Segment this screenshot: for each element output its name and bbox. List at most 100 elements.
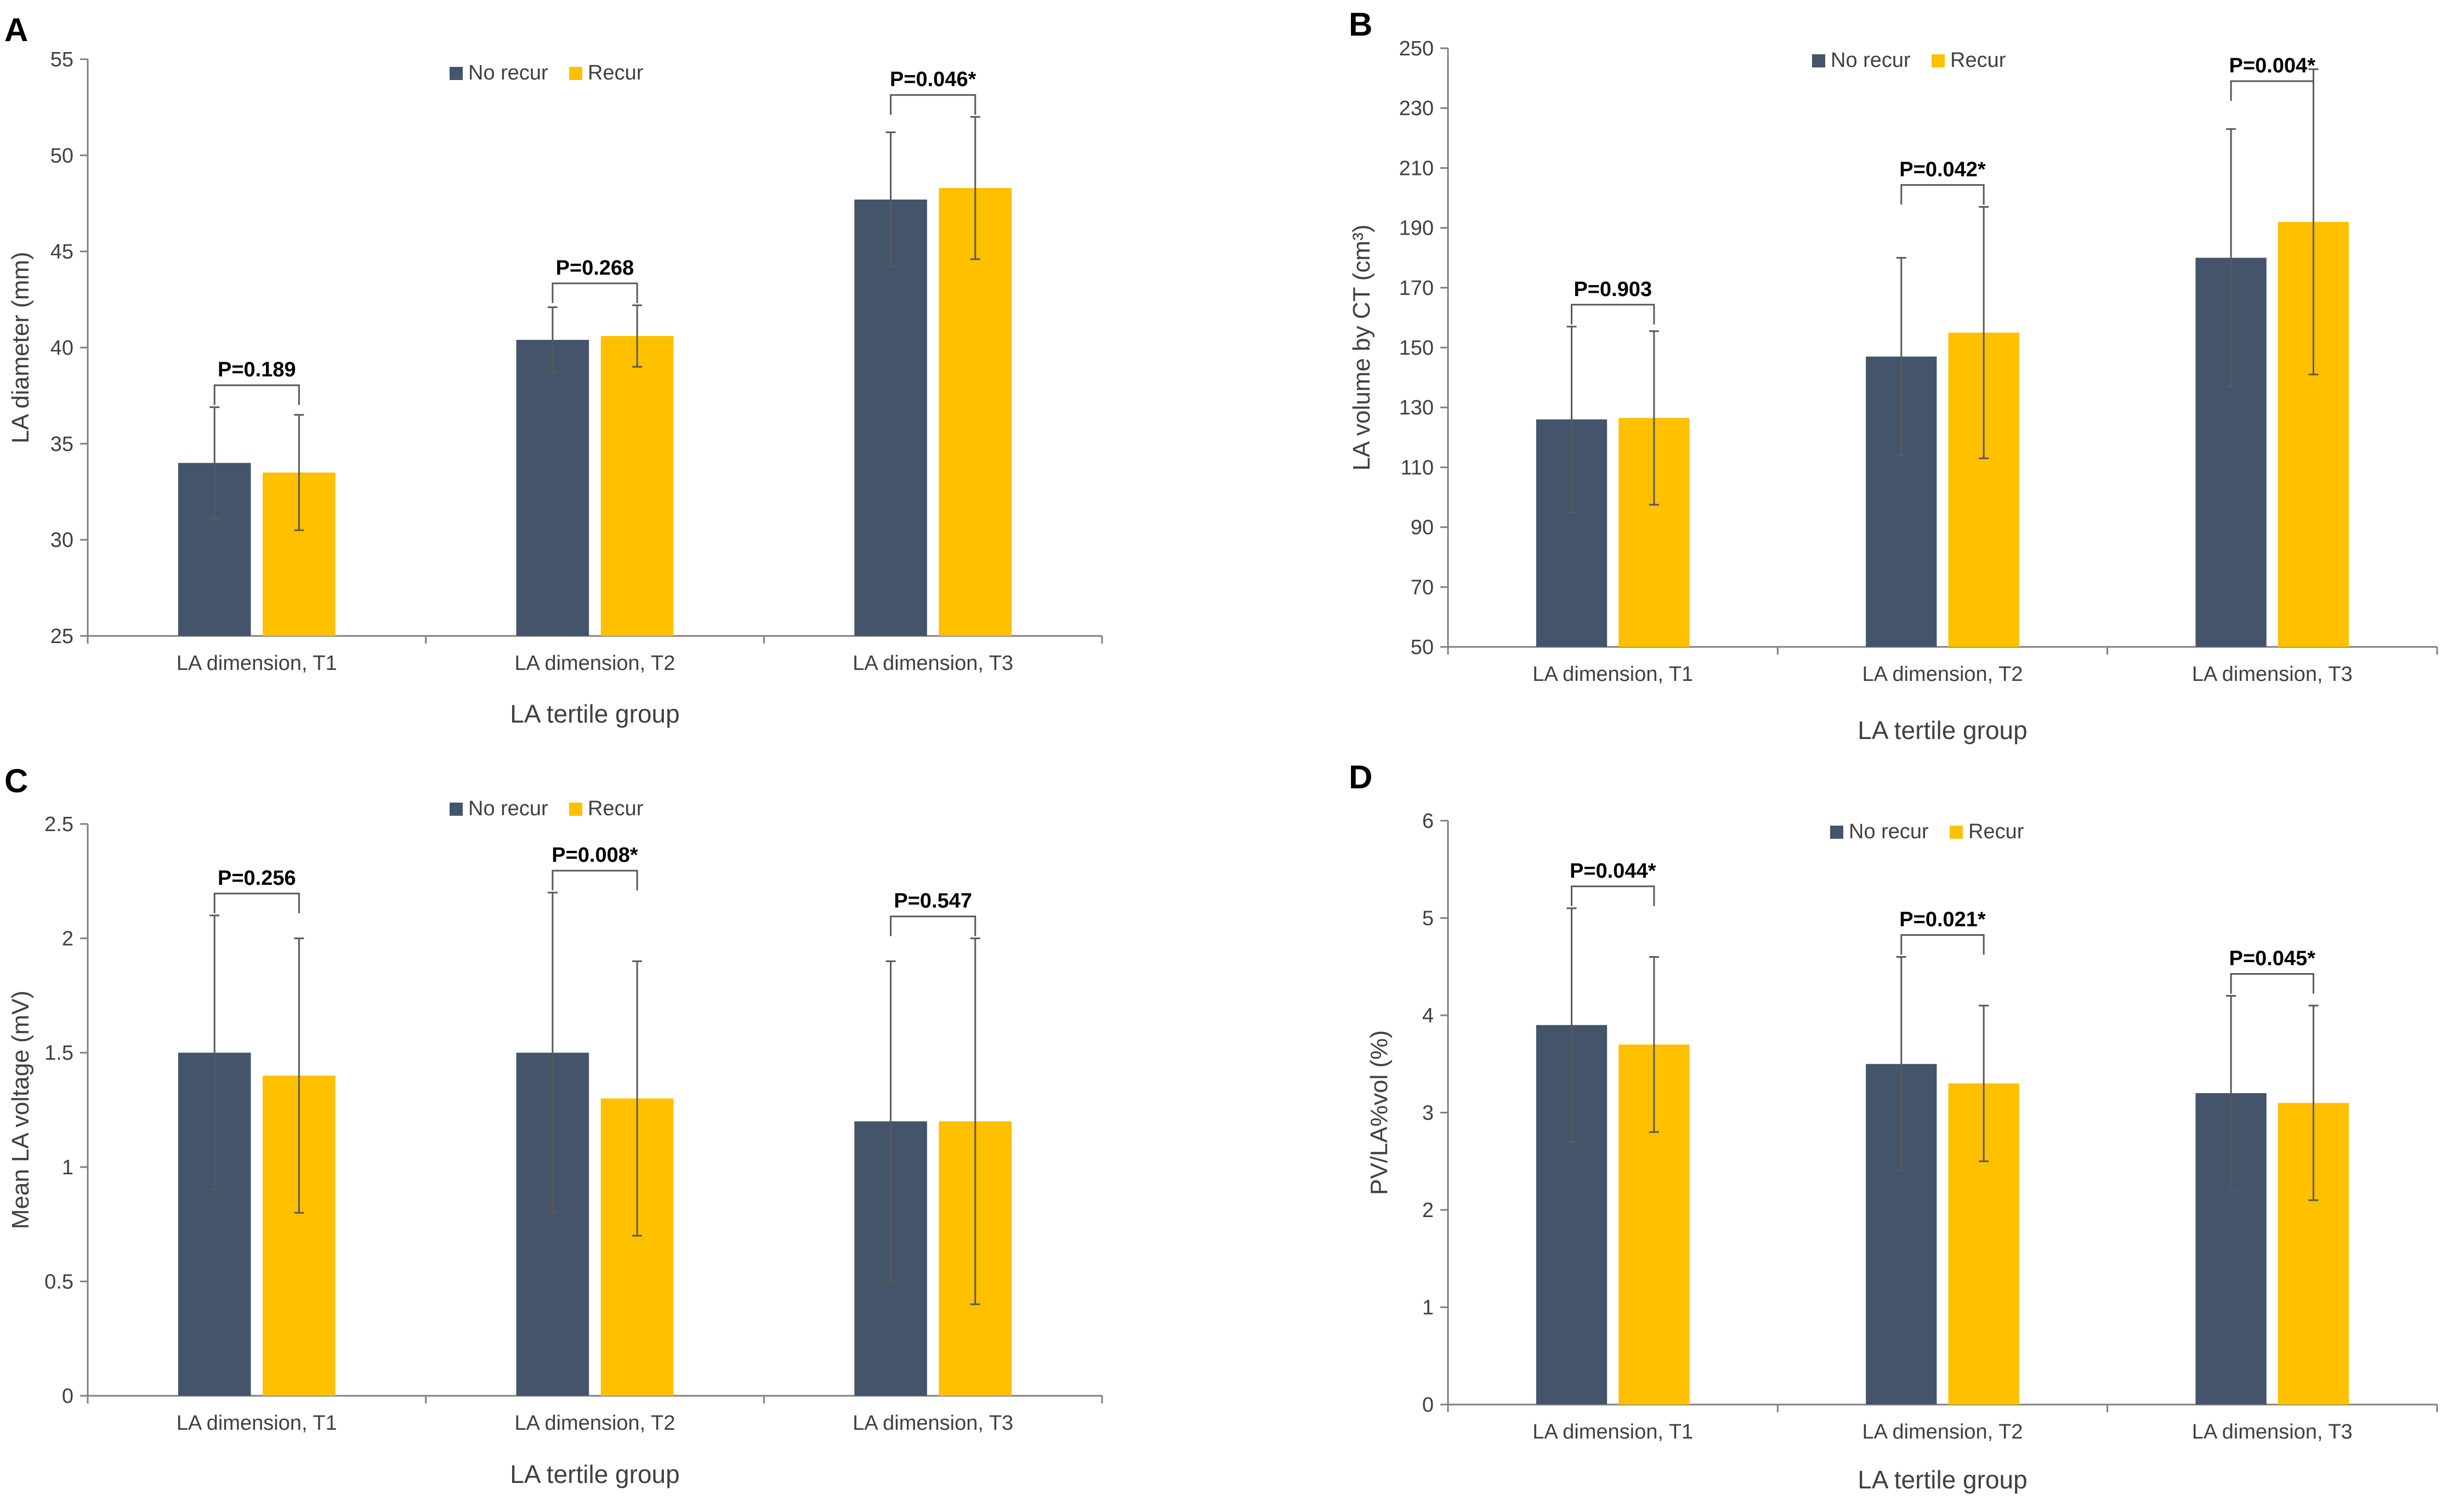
y-tick-label: 1.5 xyxy=(44,1042,73,1065)
x-axis-title: LA tertile group xyxy=(1858,716,2027,744)
legend: No recur Recur xyxy=(1812,49,2006,72)
x-tick-label: LA dimension, T3 xyxy=(853,652,1013,675)
y-tick-label: 1 xyxy=(62,1156,73,1179)
x-tick-label: LA dimension, T2 xyxy=(1862,1420,2023,1443)
x-tick-label: LA dimension, T1 xyxy=(1532,1420,1693,1443)
x-tick-label: LA dimension, T3 xyxy=(2192,663,2353,686)
y-tick-label: 210 xyxy=(1399,157,1434,180)
y-tick-label: 250 xyxy=(1399,37,1434,60)
y-tick-label: 4 xyxy=(1422,1004,1434,1027)
bar-recur xyxy=(939,187,1012,636)
y-tick-label: 0 xyxy=(1422,1394,1434,1417)
legend-label-recur: Recur xyxy=(1968,820,2024,843)
x-axis-title: LA tertile group xyxy=(510,700,679,728)
x-tick-label: LA dimension, T2 xyxy=(515,1412,675,1435)
legend-label-recur: Recur xyxy=(1950,49,2006,72)
legend-label-recur: Recur xyxy=(588,797,644,820)
y-tick-label: 6 xyxy=(1422,810,1434,833)
p-value-label: P=0.256 xyxy=(218,867,296,890)
x-tick-label: LA dimension, T2 xyxy=(515,652,675,675)
legend-swatch-recur xyxy=(1950,826,1963,839)
legend-swatch-no-recur xyxy=(450,803,463,816)
chart-panel-b: B 50 70 90 110 130 150 170 190 210 230 250 P=0.903 LA… xyxy=(1348,6,2438,744)
p-value-bracket xyxy=(1571,885,1655,906)
y-tick-label: 55 xyxy=(50,48,73,71)
y-tick-label: 3 xyxy=(1422,1102,1434,1125)
y-tick-label: 70 xyxy=(1411,576,1434,599)
y-tick-label: 35 xyxy=(50,433,73,456)
p-value-label: P=0.042* xyxy=(1899,158,1986,181)
panel-letter: C xyxy=(4,763,28,799)
x-tick-label: LA dimension, T3 xyxy=(2192,1420,2353,1443)
p-value-bracket xyxy=(2230,973,2314,994)
p-value-label: P=0.268 xyxy=(556,257,634,280)
y-tick-label: 150 xyxy=(1399,337,1434,360)
chart-panel-d: D 0 1 2 3 4 5 6 P=0.044* LA dimension, T1 P=0.021*… xyxy=(1349,759,2438,1494)
p-value-bracket xyxy=(1900,184,1985,205)
y-tick-label: 130 xyxy=(1399,396,1434,419)
y-tick-label: 2.5 xyxy=(44,813,73,836)
y-tick-label: 2 xyxy=(1422,1199,1434,1222)
bar-no-recur xyxy=(854,199,927,636)
y-tick-label: 45 xyxy=(50,241,73,264)
p-value-label: P=0.021* xyxy=(1899,908,1986,931)
y-tick-label: 0.5 xyxy=(44,1270,73,1293)
y-tick-label: 110 xyxy=(1400,456,1434,479)
p-value-label: P=0.045* xyxy=(2229,947,2316,970)
p-value-bracket xyxy=(552,282,638,303)
p-value-bracket xyxy=(552,869,638,891)
p-value-label: P=0.004* xyxy=(2229,54,2316,77)
legend-label-recur: Recur xyxy=(588,61,644,84)
y-tick-label: 2 xyxy=(62,928,73,951)
legend-swatch-no-recur xyxy=(450,67,463,80)
y-tick-label: 1 xyxy=(1422,1297,1434,1320)
legend-label-no-recur: No recur xyxy=(468,61,548,84)
p-value-bracket xyxy=(1571,304,1655,325)
x-tick-label: LA dimension, T3 xyxy=(853,1412,1013,1435)
legend-swatch-no-recur xyxy=(1812,54,1825,67)
bar-no-recur xyxy=(516,339,589,636)
legend: No recur Recur xyxy=(450,61,644,84)
legend: No recur Recur xyxy=(1830,820,2024,843)
chart-panel-c: C 0 0.5 1 1.5 2 2.5 P=0.256 LA dimension, T1 P=0.… xyxy=(4,763,1103,1488)
y-tick-label: 230 xyxy=(1399,97,1434,120)
y-axis-title: LA diameter (mm) xyxy=(7,252,34,444)
y-tick-label: 30 xyxy=(50,529,73,552)
x-tick-label: LA dimension, T1 xyxy=(177,652,337,675)
p-value-label: P=0.903 xyxy=(1574,278,1652,301)
y-axis-title: LA volume by CT (cm³) xyxy=(1348,224,1375,470)
y-tick-label: 90 xyxy=(1411,516,1434,539)
p-value-label: P=0.046* xyxy=(890,68,976,91)
p-value-bracket xyxy=(213,893,300,913)
x-axis-title: LA tertile group xyxy=(510,1460,679,1488)
x-tick-label: LA dimension, T2 xyxy=(1862,663,2023,686)
panel-letter: D xyxy=(1349,759,1372,795)
y-axis-title: PV/LA%vol (%) xyxy=(1366,1030,1393,1195)
legend-swatch-recur xyxy=(569,803,582,816)
x-tick-label: LA dimension, T1 xyxy=(177,1412,337,1435)
legend-label-no-recur: No recur xyxy=(1849,820,1929,843)
y-tick-label: 5 xyxy=(1422,907,1434,930)
x-axis-title: LA tertile group xyxy=(1858,1465,2027,1494)
chart-panel-a: A 25 30 35 40 45 50 55 P=0.189 LA dimension, T1 P=… xyxy=(4,12,1103,728)
y-tick-label: 25 xyxy=(50,625,73,648)
y-tick-label: 170 xyxy=(1399,277,1434,300)
p-value-bracket xyxy=(1900,934,1985,955)
y-axis-title: Mean LA voltage (mV) xyxy=(7,991,34,1229)
p-value-bracket xyxy=(2230,80,2314,101)
panel-letter: B xyxy=(1349,6,1372,43)
legend-swatch-recur xyxy=(1932,54,1945,67)
legend-label-no-recur: No recur xyxy=(1831,49,1911,72)
p-value-bracket xyxy=(890,94,976,115)
p-value-bracket xyxy=(213,384,300,405)
y-tick-label: 0 xyxy=(62,1385,73,1408)
panel-letter: A xyxy=(4,12,28,48)
y-tick-label: 190 xyxy=(1399,217,1434,240)
bar-recur xyxy=(600,336,674,636)
p-value-label: P=0.547 xyxy=(894,890,972,913)
p-value-label: P=0.189 xyxy=(218,359,296,382)
legend: No recur Recur xyxy=(450,797,644,820)
p-value-label: P=0.044* xyxy=(1570,860,1656,883)
p-value-bracket xyxy=(890,916,976,936)
